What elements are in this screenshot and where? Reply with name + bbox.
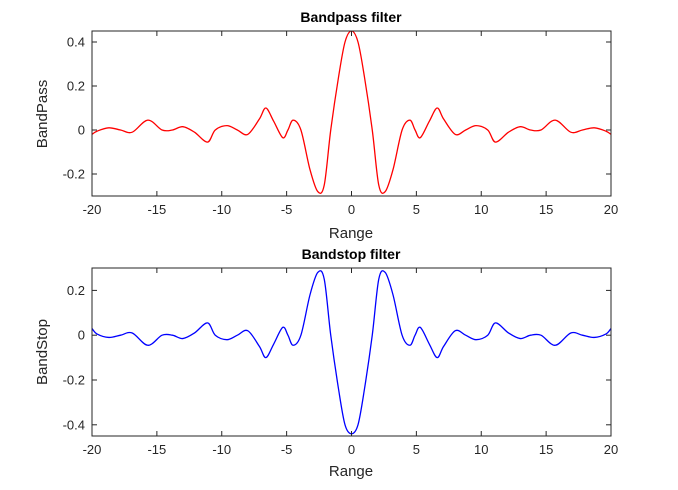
chart-title: Bandstop filter (302, 246, 401, 262)
y-axis-label: BandPass (34, 80, 51, 148)
x-tick-label: 10 (474, 442, 488, 457)
y-tick-label: -0.2 (63, 167, 85, 182)
y-tick-label: 0.2 (67, 283, 85, 298)
x-tick-label: 15 (539, 202, 553, 217)
x-tick-label: 10 (474, 202, 488, 217)
plot-frame (91, 267, 612, 437)
x-tick-label: -15 (147, 202, 166, 217)
y-tick-label: 0.2 (67, 79, 85, 94)
plot-frame (91, 30, 612, 197)
x-tick-label: 0 (348, 442, 355, 457)
x-tick-label: -20 (83, 442, 102, 457)
y-tick-label: -0.2 (63, 373, 85, 388)
bandpass-chart: Bandpass filter Range BandPass -20 -15 -10… (34, 9, 618, 242)
x-tick-label: -5 (281, 202, 293, 217)
x-tick-label: 20 (604, 202, 618, 217)
x-tick-label: 20 (604, 442, 618, 457)
y-axis-label: BandStop (34, 319, 51, 385)
x-tick-label: 5 (413, 202, 420, 217)
x-axis-label: Range (329, 463, 373, 480)
bandstop-chart: Bandstop filter Range BandStop -20 -15 -10… (34, 246, 618, 480)
x-tick-label: -5 (281, 442, 293, 457)
y-tick-label: 0 (78, 328, 85, 343)
chart-title: Bandpass filter (300, 9, 402, 25)
x-tick-label: -15 (147, 442, 166, 457)
x-tick-label: -10 (212, 442, 231, 457)
y-tick-label: 0.4 (67, 35, 85, 50)
y-tick-label: -0.4 (63, 417, 85, 432)
x-tick-label: 15 (539, 442, 553, 457)
series-line (92, 270, 611, 435)
series-line (92, 31, 611, 194)
x-tick-label: -20 (83, 202, 102, 217)
x-tick-label: -10 (212, 202, 231, 217)
x-tick-label: 0 (348, 202, 355, 217)
x-axis-label: Range (329, 225, 373, 242)
x-tick-label: 5 (413, 442, 420, 457)
y-tick-label: 0 (78, 123, 85, 138)
